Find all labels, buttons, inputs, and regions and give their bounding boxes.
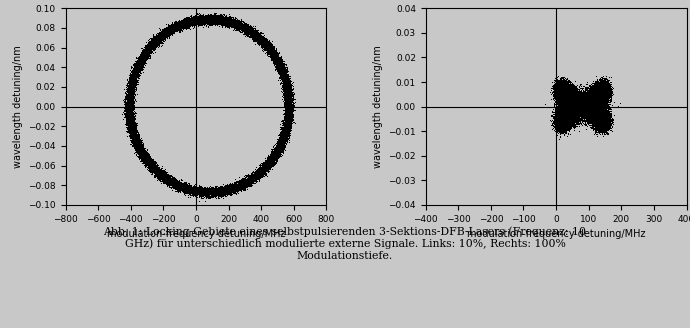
Y-axis label: wavelength detuning/nm: wavelength detuning/nm [373, 45, 383, 168]
Y-axis label: wavelength detuning/nm: wavelength detuning/nm [12, 45, 23, 168]
X-axis label: modulation-frequency detuning/MHz: modulation-frequency detuning/MHz [467, 229, 645, 239]
Text: Abb. 1: Locking-Gebiete eines selbstpulsierenden 3-Sektions-DFB-Lasers (Frequenz: Abb. 1: Locking-Gebiete eines selbstpuls… [104, 226, 586, 261]
X-axis label: modulation-frequency detuning/MHz: modulation-frequency detuning/MHz [107, 229, 285, 239]
